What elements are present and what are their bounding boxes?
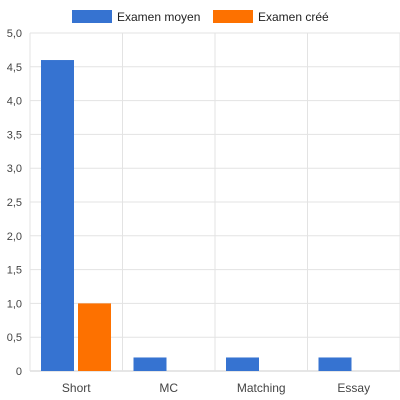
x-category-label: Matching: [237, 381, 286, 395]
y-tick-label: 3,0: [7, 163, 22, 175]
x-axis-categories: Short MC Matching Essay: [62, 381, 370, 395]
y-tick-label: 3,5: [7, 129, 22, 141]
y-tick-label: 1,5: [7, 265, 22, 277]
x-category-label: Essay: [337, 381, 370, 395]
legend-swatch: [72, 10, 112, 23]
y-tick-label: 4,0: [7, 96, 22, 108]
y-tick-label: 0: [16, 366, 22, 378]
legend-swatch: [213, 10, 253, 23]
gridlines: [29, 32, 400, 372]
y-axis-ticks: 0 0,5 1,0 1,5 2,0 2,5 3,0 3,5 4,0 4,5 5,0: [7, 28, 22, 378]
bar-examen-moyen-mc: [133, 357, 167, 371]
y-tick-label: 5,0: [7, 28, 22, 40]
bars: [41, 60, 352, 371]
x-category-label: Short: [62, 381, 91, 395]
y-tick-label: 2,5: [7, 197, 22, 209]
y-tick-label: 4,5: [7, 62, 22, 74]
y-tick-label: 0,5: [7, 332, 22, 344]
x-category-label: MC: [159, 381, 178, 395]
bar-examen-moyen-short: [41, 60, 74, 371]
bar-examen-moyen-essay: [318, 357, 352, 371]
bar-examen-moyen-matching: [226, 357, 259, 371]
legend-label: Examen créé: [258, 10, 329, 24]
bar-examen-créé-short: [78, 303, 111, 371]
legend: Examen moyen Examen créé: [72, 10, 329, 24]
y-tick-label: 2,0: [7, 231, 22, 243]
y-tick-label: 1,0: [7, 298, 22, 310]
legend-label: Examen moyen: [117, 10, 200, 24]
